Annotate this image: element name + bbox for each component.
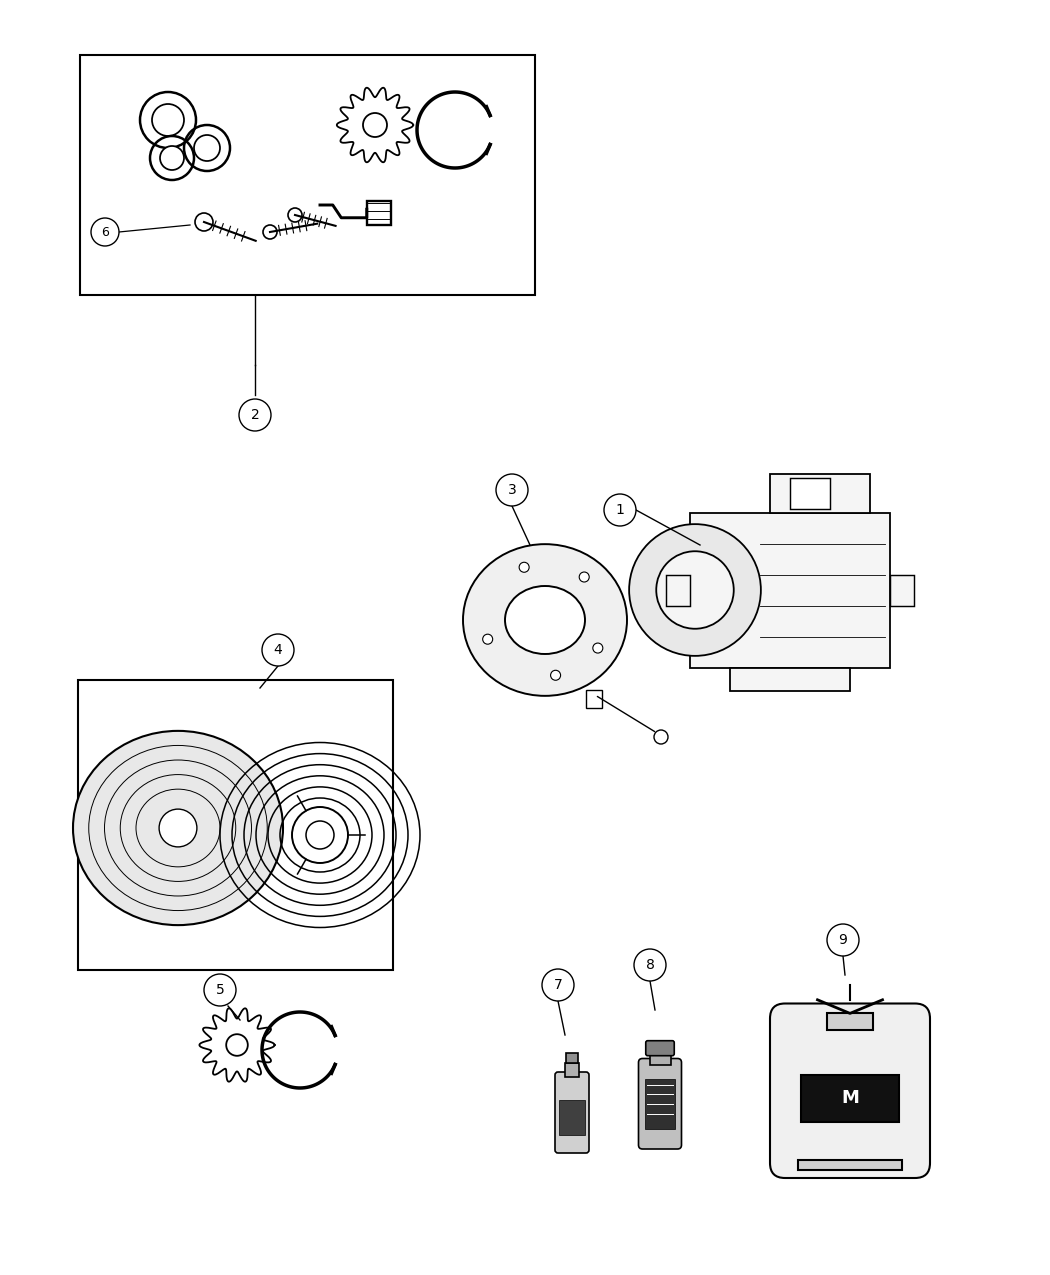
Circle shape	[580, 572, 589, 581]
Text: 1: 1	[615, 504, 625, 516]
Text: 5: 5	[215, 983, 225, 997]
Ellipse shape	[74, 731, 284, 926]
Bar	[566, 1053, 578, 1063]
Bar	[730, 668, 851, 691]
Bar	[78, 680, 393, 970]
Text: 2: 2	[251, 408, 259, 422]
Bar	[666, 575, 690, 606]
Ellipse shape	[505, 586, 585, 654]
Bar	[800, 1075, 900, 1122]
Circle shape	[542, 969, 574, 1001]
Bar	[826, 1014, 874, 1030]
FancyBboxPatch shape	[770, 1003, 930, 1178]
Circle shape	[160, 810, 197, 847]
Text: 9: 9	[839, 933, 847, 947]
Bar	[80, 55, 536, 295]
FancyBboxPatch shape	[638, 1058, 681, 1149]
Circle shape	[239, 399, 271, 431]
Text: 3: 3	[507, 483, 517, 497]
Bar	[560, 1100, 585, 1135]
FancyBboxPatch shape	[646, 1040, 674, 1056]
Circle shape	[604, 493, 636, 527]
Bar	[565, 1063, 579, 1077]
Text: M: M	[841, 1089, 859, 1108]
Bar	[650, 1052, 671, 1065]
Bar	[366, 200, 391, 224]
Bar	[798, 1159, 902, 1169]
Bar	[790, 478, 830, 510]
Text: 4: 4	[274, 643, 282, 657]
Circle shape	[593, 643, 603, 653]
Text: 6: 6	[101, 226, 109, 238]
Text: 7: 7	[553, 978, 563, 992]
Circle shape	[827, 924, 859, 956]
Circle shape	[194, 135, 220, 161]
Circle shape	[634, 949, 666, 980]
Bar	[770, 474, 870, 513]
FancyBboxPatch shape	[555, 1072, 589, 1153]
Bar	[890, 575, 914, 606]
Circle shape	[204, 974, 236, 1006]
Circle shape	[292, 807, 348, 863]
Circle shape	[262, 634, 294, 666]
Circle shape	[496, 474, 528, 506]
Bar	[690, 513, 890, 668]
Circle shape	[550, 671, 561, 681]
Ellipse shape	[656, 551, 734, 629]
Ellipse shape	[629, 524, 761, 655]
Text: 8: 8	[646, 958, 654, 972]
Circle shape	[483, 634, 492, 644]
Bar	[645, 1079, 675, 1128]
Circle shape	[91, 218, 119, 246]
Circle shape	[152, 105, 184, 136]
Circle shape	[654, 731, 668, 745]
Ellipse shape	[463, 544, 627, 696]
Circle shape	[160, 147, 184, 170]
Circle shape	[519, 562, 529, 572]
